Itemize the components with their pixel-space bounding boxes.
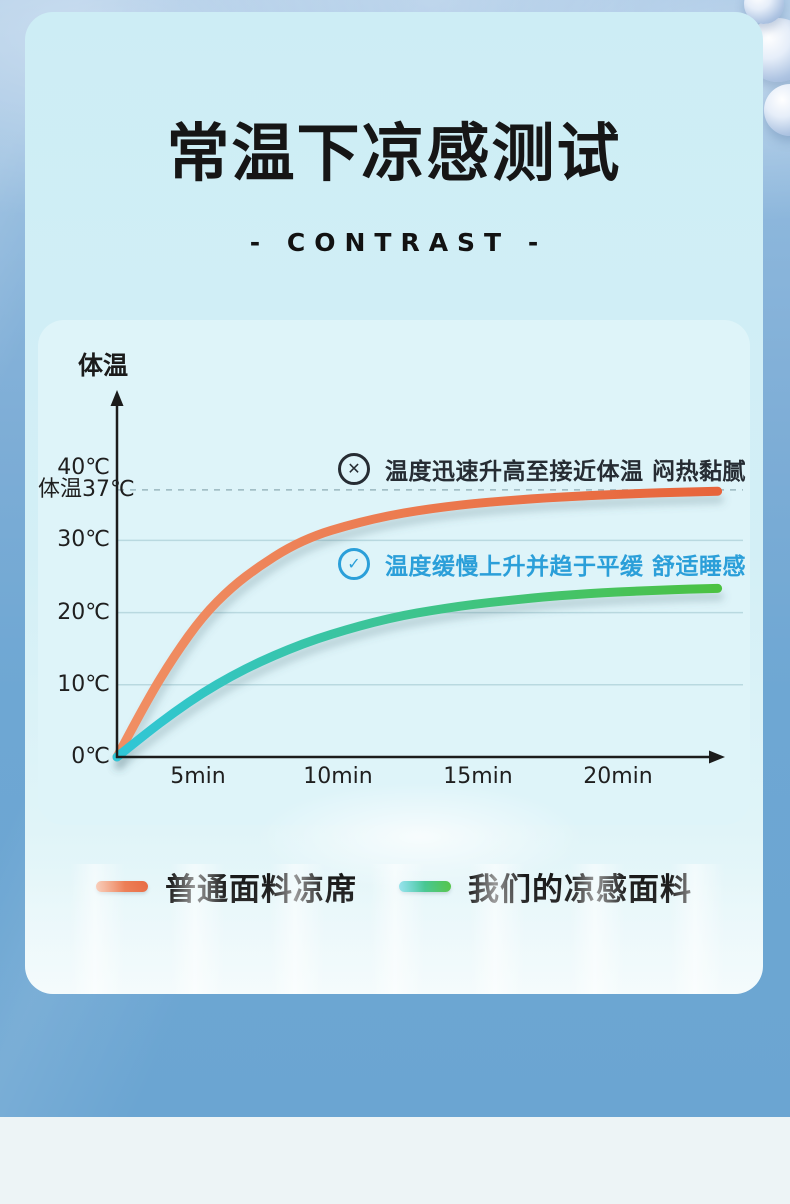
annotation-text: 温度迅速升高至接近体温 闷热黏腻 bbox=[385, 459, 747, 485]
legend-item-normal-fabric: 普通面料凉席 bbox=[96, 864, 357, 909]
legend-label: 普通面料凉席 bbox=[165, 872, 357, 908]
x-tick-label: 5min bbox=[170, 764, 226, 789]
y-tick-label: 40℃ bbox=[57, 455, 110, 481]
annotation-cooling-fabric: ✓ 温度缓慢上升并趋于平缓 舒适睡感 bbox=[338, 548, 747, 580]
annotation-normal-fabric: ✕ 温度迅速升高至接近体温 闷热黏腻 bbox=[338, 453, 747, 485]
y-axis-title: 体温 bbox=[78, 351, 129, 380]
x-tick-label: 20min bbox=[583, 764, 653, 789]
legend-swatch-teal-green bbox=[399, 881, 451, 892]
legend-swatch-orange bbox=[96, 881, 148, 892]
bottom-strip bbox=[0, 1117, 790, 1204]
y-tick-label: 0℃ bbox=[71, 744, 110, 769]
curve-normal-fabric bbox=[112, 486, 723, 762]
circle-cross-icon: ✕ bbox=[338, 453, 370, 485]
x-tick-label: 10min bbox=[303, 764, 373, 789]
curve-cooling-fabric bbox=[112, 583, 723, 762]
page-background: 常温下凉感测试 - CONTRAST - bbox=[0, 0, 790, 1117]
legend-label: 我们的凉感面料 bbox=[468, 872, 692, 908]
page-subtitle: - CONTRAST - bbox=[249, 228, 548, 257]
chart-legend: 普通面料凉席 我们的凉感面料 bbox=[25, 864, 763, 909]
y-tick-label: 30℃ bbox=[57, 527, 110, 553]
page-title: 常温下凉感测试 bbox=[166, 117, 622, 190]
y-tick-label: 体温37℃ bbox=[38, 476, 135, 502]
temperature-line-chart bbox=[110, 390, 743, 764]
y-axis-arrow bbox=[110, 390, 124, 406]
pearl-decoration bbox=[764, 84, 790, 136]
x-tick-label: 15min bbox=[443, 764, 513, 789]
x-axis-arrow bbox=[709, 750, 725, 764]
y-tick-label: 10℃ bbox=[57, 671, 110, 697]
y-tick-label: 20℃ bbox=[57, 599, 110, 625]
legend-item-cooling-fabric: 我们的凉感面料 bbox=[399, 864, 692, 909]
circle-check-icon: ✓ bbox=[338, 548, 370, 580]
annotation-text: 温度缓慢上升并趋于平缓 舒适睡感 bbox=[385, 554, 747, 580]
content-card: 常温下凉感测试 - CONTRAST - bbox=[25, 12, 763, 994]
chart-panel: 体温 40℃ 体温37℃ 30℃ 20℃ 10℃ 0℃ 5min 10min 15min 20m… bbox=[38, 320, 750, 825]
